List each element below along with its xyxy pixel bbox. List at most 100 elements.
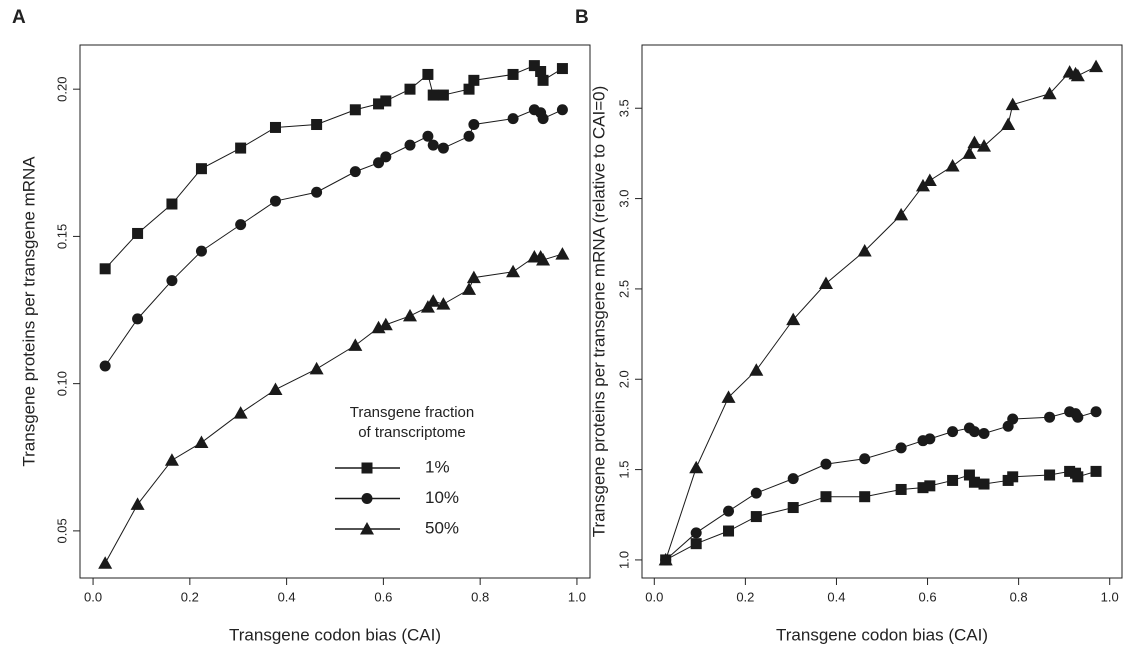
- x-tick-label: 0.6: [919, 589, 937, 604]
- marker: [463, 130, 475, 142]
- marker: [1064, 465, 1076, 477]
- marker: [235, 219, 247, 231]
- marker: [466, 270, 481, 284]
- marker: [750, 511, 762, 523]
- marker: [427, 89, 439, 101]
- marker: [1007, 413, 1019, 425]
- marker: [786, 312, 801, 326]
- marker: [820, 458, 832, 470]
- y-tick-label: 0.05: [54, 518, 69, 543]
- marker: [195, 163, 207, 175]
- y-tick-label: 2.0: [616, 370, 631, 388]
- legend-marker: [361, 493, 373, 504]
- y-tick-label: 3.5: [616, 99, 631, 117]
- marker: [689, 460, 704, 474]
- marker: [917, 482, 929, 494]
- marker: [98, 556, 113, 569]
- panel-label: A: [12, 7, 26, 28]
- marker: [787, 473, 799, 485]
- legend-title: Transgene fraction: [350, 404, 475, 421]
- marker: [859, 453, 871, 465]
- plot-frame: [641, 44, 1123, 579]
- marker: [378, 317, 393, 331]
- legend-marker: [361, 462, 373, 474]
- marker: [99, 360, 111, 372]
- marker: [690, 527, 702, 539]
- marker: [962, 146, 977, 159]
- marker: [269, 195, 281, 207]
- marker: [690, 538, 702, 550]
- x-tick-label: 0.0: [645, 589, 663, 604]
- y-tick-label: 0.20: [54, 77, 69, 102]
- marker: [658, 552, 673, 566]
- marker: [380, 95, 392, 107]
- marker: [269, 121, 281, 133]
- marker: [164, 453, 179, 466]
- marker: [537, 113, 549, 125]
- marker: [468, 119, 480, 131]
- y-tick-label: 3.0: [616, 190, 631, 208]
- marker: [820, 491, 832, 503]
- marker: [894, 207, 909, 221]
- marker: [462, 282, 477, 295]
- legend-title: of transcriptome: [358, 424, 466, 441]
- marker: [535, 66, 547, 78]
- marker: [1044, 411, 1056, 423]
- marker: [947, 426, 959, 438]
- marker: [915, 178, 930, 192]
- x-tick-label: 0.8: [1010, 589, 1028, 604]
- marker: [1001, 117, 1016, 130]
- marker: [749, 363, 764, 376]
- marker: [945, 159, 960, 172]
- marker: [468, 74, 480, 86]
- marker: [268, 382, 283, 396]
- x-tick-label: 0.2: [736, 589, 754, 604]
- marker: [968, 476, 980, 488]
- marker: [922, 173, 937, 187]
- legend-label: 10%: [425, 488, 459, 507]
- marker: [436, 297, 451, 310]
- marker: [1072, 411, 1084, 423]
- marker: [978, 427, 990, 439]
- y-axis-title: Transgene proteins per transgene mRNA: [19, 156, 38, 467]
- marker: [895, 442, 907, 454]
- marker: [723, 525, 735, 537]
- x-axis-title: Transgene codon bias (CAI): [776, 625, 988, 644]
- marker: [506, 264, 521, 278]
- marker: [818, 276, 833, 289]
- marker: [537, 74, 549, 86]
- series-line: [665, 411, 1097, 561]
- y-tick-label: 0.10: [54, 371, 69, 396]
- marker: [507, 68, 519, 80]
- marker: [311, 186, 323, 198]
- series-line: [104, 253, 563, 564]
- x-tick-label: 0.4: [278, 589, 296, 604]
- y-tick-label: 1.0: [616, 551, 631, 569]
- series-line: [104, 109, 563, 367]
- x-tick-label: 1.0: [1101, 589, 1119, 604]
- legend-label: 50%: [425, 518, 459, 537]
- marker: [1042, 86, 1057, 100]
- marker: [437, 142, 449, 154]
- marker: [437, 89, 449, 101]
- marker: [426, 294, 441, 307]
- marker: [166, 198, 178, 210]
- marker: [132, 313, 144, 325]
- x-axis-title: Transgene codon bias (CAI): [229, 625, 441, 644]
- marker: [1044, 469, 1056, 481]
- marker: [859, 491, 871, 503]
- marker: [404, 139, 416, 151]
- marker: [1090, 406, 1102, 418]
- marker: [422, 68, 434, 80]
- marker: [166, 275, 178, 287]
- x-tick-label: 0.4: [827, 589, 845, 604]
- series-line: [104, 65, 563, 270]
- marker: [924, 480, 936, 492]
- marker: [233, 406, 248, 419]
- x-tick-label: 0.8: [471, 589, 489, 604]
- x-tick-label: 0.0: [84, 589, 102, 604]
- marker: [967, 135, 982, 149]
- marker: [348, 338, 363, 351]
